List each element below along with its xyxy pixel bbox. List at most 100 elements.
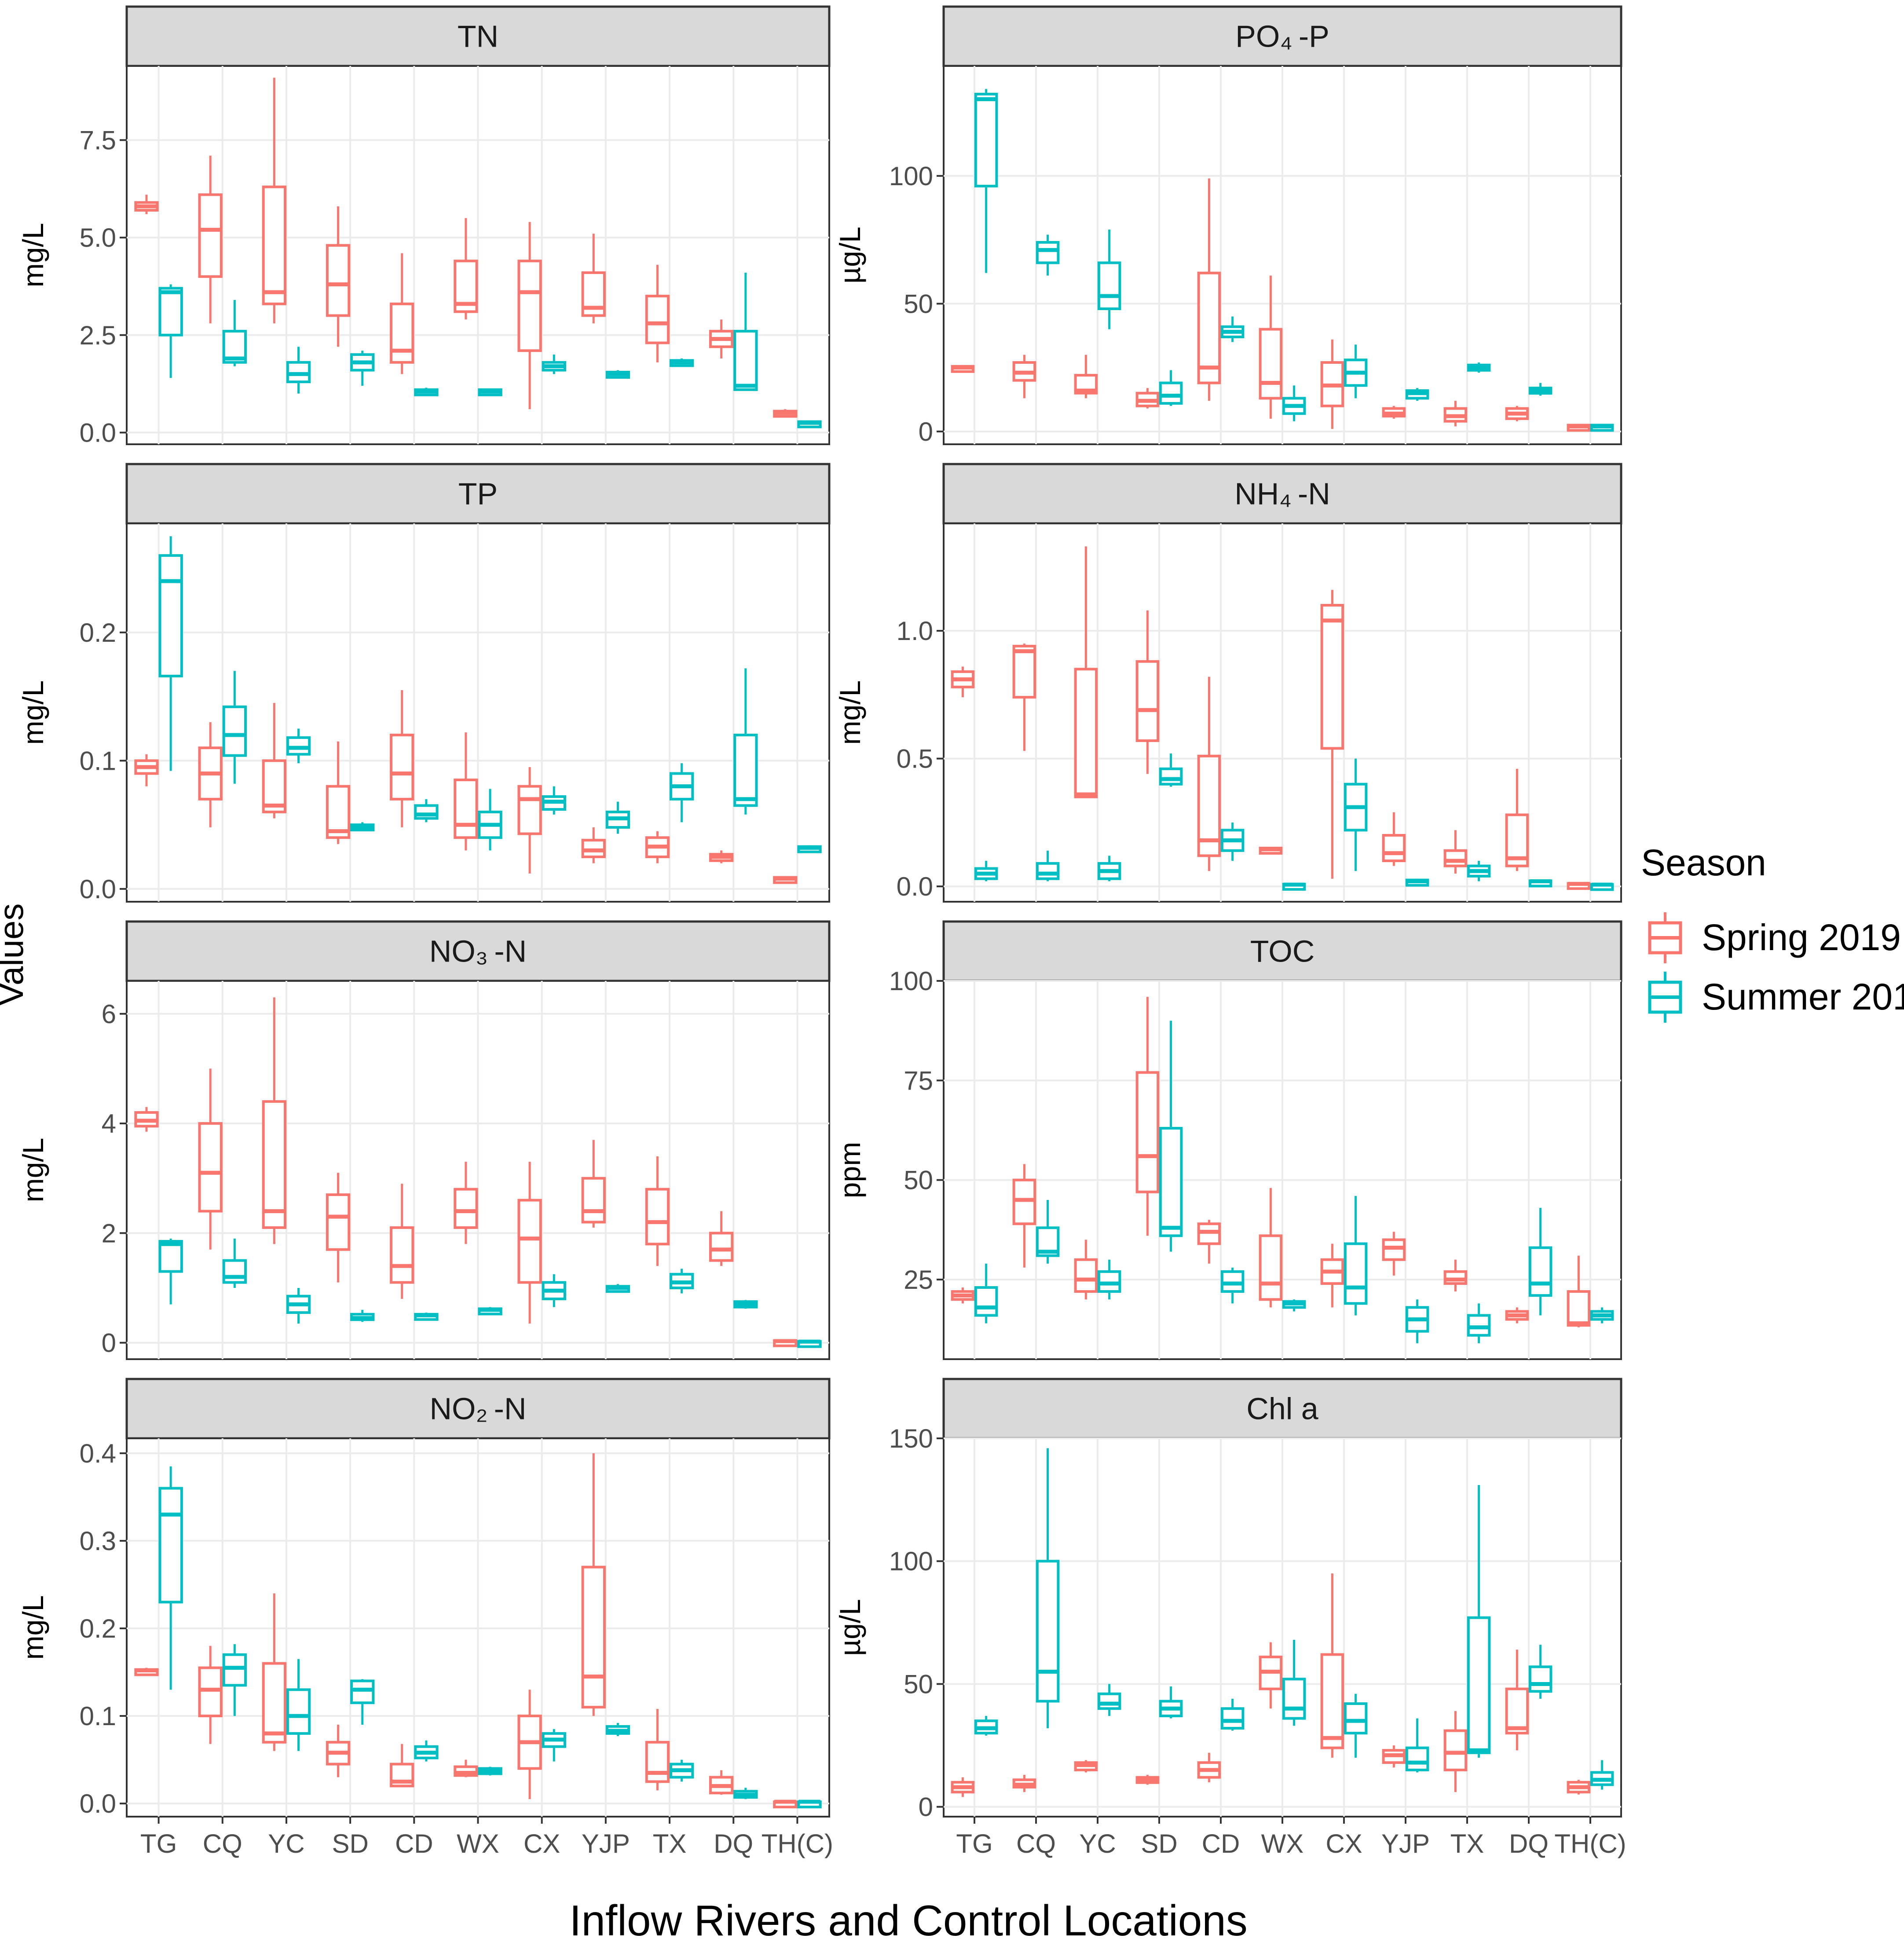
x-tick-label: CQ	[203, 1829, 242, 1858]
y-unit-label: mg/L	[17, 1138, 49, 1203]
box-spring-2019-dq	[709, 1770, 734, 1795]
facet-title: NH₄ -N	[1234, 477, 1330, 511]
box-summer-2019-yc	[1097, 229, 1121, 329]
box-iqr	[1097, 1270, 1121, 1293]
box-iqr	[454, 779, 478, 839]
box-spring-2019-wx	[1259, 1642, 1283, 1709]
box-spring-2019-yjp	[1382, 1745, 1406, 1768]
box-spring-2019-wx	[454, 732, 478, 851]
box-spring-2019-wx	[1259, 1188, 1283, 1308]
y-tick-label: 2.5	[80, 321, 116, 350]
y-tick-label: 0.2	[80, 618, 116, 647]
box-spring-2019-cx	[1320, 1243, 1344, 1308]
box-spring-2019-cd	[390, 690, 414, 827]
box-spring-2019-yc	[262, 703, 287, 819]
box-spring-2019-dq	[709, 850, 734, 863]
y-tick-label: 1.0	[897, 616, 933, 646]
box-spring-2019-yc	[1074, 355, 1098, 399]
box-spring-2019-cq	[198, 155, 223, 324]
box-spring-2019-yc	[262, 997, 287, 1244]
box-summer-2019-cd	[414, 1313, 439, 1321]
box-spring-2019-cq	[1012, 644, 1036, 751]
box-spring-2019-cq	[1012, 355, 1036, 399]
box-summer-2019-sd	[1159, 1020, 1183, 1252]
box-summer-2019-dq	[1528, 1208, 1552, 1316]
box-iqr	[1344, 1702, 1368, 1735]
box-spring-2019-wx	[454, 1162, 478, 1244]
box-iqr	[974, 92, 998, 188]
y-tick-label: 0.3	[80, 1526, 116, 1556]
y-unit-label: µg/L	[834, 1599, 866, 1656]
box-iqr	[262, 1662, 287, 1744]
box-iqr	[1159, 381, 1183, 405]
y-tick-label: 0.0	[80, 1789, 116, 1818]
box-spring-2019-cx	[1320, 590, 1344, 879]
box-spring-2019-th-c	[773, 1799, 798, 1809]
box-spring-2019-cq	[198, 1646, 223, 1744]
box-spring-2019-cd	[1197, 677, 1221, 871]
box-iqr	[1320, 603, 1344, 750]
box-iqr	[1135, 660, 1160, 742]
box-iqr	[1443, 1729, 1468, 1771]
box-iqr	[158, 554, 183, 677]
box-iqr	[733, 734, 758, 807]
box-spring-2019-cq	[198, 1068, 223, 1250]
box-spring-2019-cd	[1197, 1220, 1221, 1264]
box-iqr	[517, 260, 542, 352]
box-spring-2019-th-c	[1567, 1255, 1591, 1328]
box-spring-2019-tx	[1443, 830, 1468, 874]
x-tick-label: DQ	[1509, 1829, 1549, 1858]
box-summer-2019-cd	[1220, 1698, 1245, 1731]
box-iqr	[1405, 1746, 1429, 1771]
box-spring-2019-sd	[1135, 388, 1160, 409]
facet-strip	[125, 463, 831, 525]
box-summer-2019-tx	[669, 763, 694, 823]
box-summer-2019-th-c	[797, 845, 822, 853]
box-summer-2019-yc	[1097, 1259, 1121, 1300]
box-summer-2019-sd	[1159, 753, 1183, 787]
box-iqr	[326, 785, 351, 839]
box-spring-2019-yc	[1074, 546, 1098, 798]
box-iqr	[326, 1193, 351, 1251]
box-iqr	[158, 287, 183, 336]
y-unit-label: µg/L	[834, 227, 866, 284]
box-summer-2019-th-c	[797, 1799, 822, 1809]
box-spring-2019-dq	[1505, 406, 1529, 421]
box-summer-2019-cx	[542, 355, 566, 374]
box-iqr	[262, 1100, 287, 1229]
box-iqr	[517, 785, 542, 835]
box-iqr	[1036, 1560, 1060, 1703]
box-spring-2019-cd	[390, 1184, 414, 1299]
box-summer-2019-tg	[158, 1466, 183, 1690]
box-iqr	[262, 759, 287, 813]
box-summer-2019-yjp	[605, 1284, 630, 1293]
facet-strip	[942, 463, 1622, 525]
y-tick-label: 0.0	[80, 418, 116, 447]
legend-label-summer: Summer 2019	[1702, 976, 1904, 1017]
box-spring-2019-tg	[951, 365, 975, 373]
box-spring-2019-dq	[1505, 1307, 1529, 1324]
box-spring-2019-dq	[709, 1211, 734, 1266]
box-summer-2019-yjp	[1405, 1299, 1429, 1343]
box-summer-2019-sd	[350, 1679, 375, 1725]
box-summer-2019-sd	[350, 1309, 375, 1322]
box-spring-2019-sd	[1135, 610, 1160, 774]
box-summer-2019-tg	[158, 284, 183, 378]
box-summer-2019-cd	[414, 388, 439, 396]
box-iqr	[158, 1487, 183, 1604]
box-summer-2019-dq	[733, 272, 758, 391]
y-unit-label: mg/L	[17, 223, 49, 288]
box-spring-2019-cx	[517, 767, 542, 874]
box-iqr	[581, 1565, 606, 1709]
box-spring-2019-tg	[951, 1777, 975, 1797]
box-summer-2019-cx	[542, 1729, 566, 1762]
legend-key-summer	[1648, 972, 1682, 1023]
box-iqr	[1097, 261, 1121, 311]
box-spring-2019-yjp	[581, 234, 606, 324]
box-iqr	[1528, 1665, 1552, 1693]
box-spring-2019-th-c	[773, 1339, 798, 1347]
box-iqr	[1320, 1653, 1344, 1749]
x-tick-label: TH(C)	[1554, 1829, 1626, 1858]
box-iqr	[1197, 1222, 1221, 1245]
box-spring-2019-tx	[645, 1709, 670, 1791]
